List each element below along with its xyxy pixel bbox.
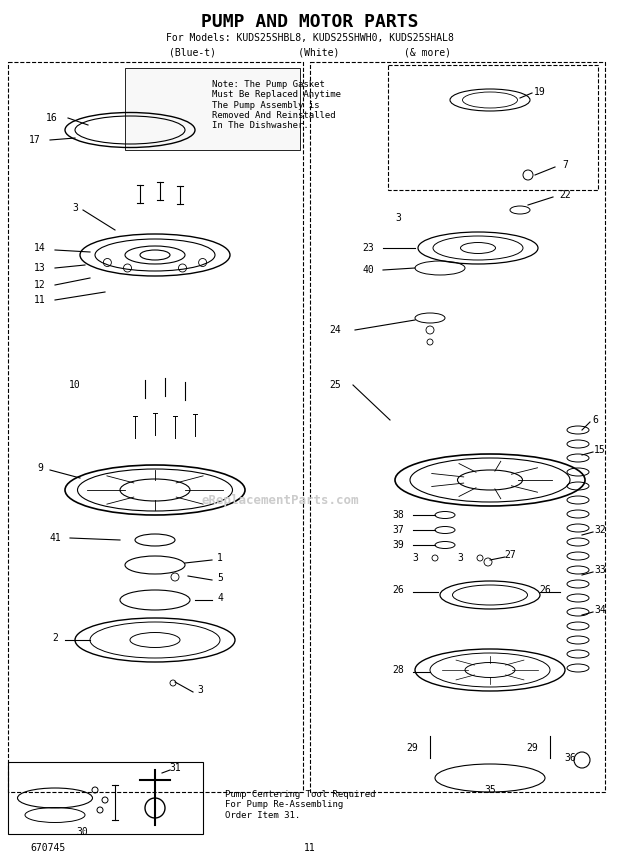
Text: (Blue-t)              (White)           (& more): (Blue-t) (White) (& more): [169, 47, 451, 57]
Text: 2: 2: [52, 633, 58, 643]
Text: 7: 7: [562, 160, 568, 170]
Text: 36: 36: [564, 753, 576, 763]
Text: 26: 26: [539, 585, 551, 595]
Text: 32: 32: [594, 525, 606, 535]
Text: 38: 38: [392, 510, 404, 520]
Text: 34: 34: [594, 605, 606, 615]
Text: 22: 22: [559, 190, 571, 200]
Text: For Models: KUDS25SHBL8, KUDS25SHWH0, KUDS25SHAL8: For Models: KUDS25SHBL8, KUDS25SHWH0, KU…: [166, 33, 454, 43]
Text: 19: 19: [534, 87, 546, 97]
Text: 33: 33: [594, 565, 606, 575]
Bar: [310, 62, 605, 792]
Text: 11: 11: [304, 843, 316, 853]
Text: 3: 3: [412, 553, 418, 563]
Text: 40: 40: [362, 265, 374, 275]
Text: 4: 4: [217, 593, 223, 603]
Text: 16: 16: [46, 113, 58, 123]
Text: 39: 39: [392, 540, 404, 550]
Bar: [8, 62, 303, 792]
Text: 11: 11: [34, 295, 46, 305]
Text: 3: 3: [197, 685, 203, 695]
Text: PUMP AND MOTOR PARTS: PUMP AND MOTOR PARTS: [202, 13, 418, 31]
Bar: [388, 65, 598, 190]
Text: 28: 28: [392, 665, 404, 675]
Text: 15: 15: [594, 445, 606, 455]
Text: 31: 31: [169, 763, 181, 773]
Text: 5: 5: [217, 573, 223, 583]
Text: 17: 17: [29, 135, 41, 145]
Text: Pump Centering Tool Required
For Pump Re-Assembling
Order Item 31.: Pump Centering Tool Required For Pump Re…: [225, 790, 376, 820]
Text: 9: 9: [37, 463, 43, 473]
Text: 10: 10: [69, 380, 81, 390]
Text: Note: The Pump Gasket
Must Be Replaced Anytime
The Pump Assembly is
Removed And : Note: The Pump Gasket Must Be Replaced A…: [212, 80, 341, 130]
Text: 13: 13: [34, 263, 46, 273]
Text: 1: 1: [217, 553, 223, 563]
Text: 23: 23: [362, 243, 374, 253]
Text: 27: 27: [504, 550, 516, 560]
Text: 6: 6: [592, 415, 598, 425]
Text: 29: 29: [526, 743, 538, 753]
Text: 29: 29: [406, 743, 418, 753]
Text: 14: 14: [34, 243, 46, 253]
Text: 26: 26: [392, 585, 404, 595]
Text: 3: 3: [395, 213, 401, 223]
Text: 35: 35: [484, 785, 496, 795]
Text: 25: 25: [329, 380, 341, 390]
Text: 37: 37: [392, 525, 404, 535]
Bar: [125, 68, 300, 150]
Text: 3: 3: [72, 203, 78, 213]
Text: eReplacementParts.com: eReplacementParts.com: [202, 494, 359, 507]
Text: 24: 24: [329, 325, 341, 335]
Bar: [8, 762, 203, 834]
Text: 30: 30: [76, 827, 88, 837]
Text: 12: 12: [34, 280, 46, 290]
Text: 41: 41: [49, 533, 61, 543]
Text: 670745: 670745: [30, 843, 65, 853]
Text: 3: 3: [457, 553, 463, 563]
